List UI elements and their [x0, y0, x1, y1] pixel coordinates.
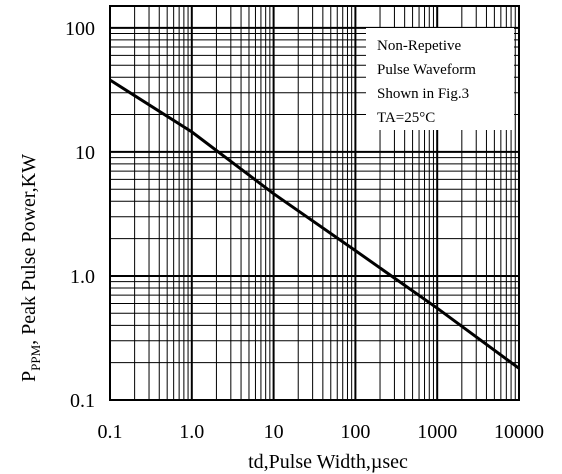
x-tick-label: 10	[264, 421, 284, 443]
series-layer	[109, 78, 520, 370]
y-tick-label: 0.1	[70, 390, 95, 412]
x-tick-label: 10000	[494, 421, 544, 443]
x-tick-label: 100	[340, 421, 370, 443]
y-axis-label-rest: , Peak Pulse Power,KW	[18, 154, 40, 345]
plot-frame	[109, 5, 520, 401]
x-tick-labels: 0.1 1.0 10 100 1000 10000	[98, 421, 545, 443]
minor-gridlines	[110, 6, 519, 400]
y-axis-label: PPPM, Peak Pulse Power,KW	[18, 154, 43, 382]
y-tick-label: 1.0	[70, 266, 95, 288]
legend-background	[366, 28, 514, 130]
legend-line-4: TA=25°C	[377, 110, 435, 126]
x-tick-label: 1.0	[179, 421, 204, 443]
legend-line-2: Pulse Waveform	[377, 62, 476, 78]
y-tick-label: 100	[65, 18, 95, 40]
legend-box: Non-Repetive Pulse Waveform Shown in Fig…	[366, 28, 514, 130]
x-tick-label: 0.1	[98, 421, 123, 443]
legend-line-3: Shown in Fig.3	[377, 86, 469, 102]
legend-line-1: Non-Repetive	[377, 38, 461, 54]
series-line-1	[109, 78, 520, 370]
x-tick-label: 1000	[417, 421, 457, 443]
y-axis-label-subscript: PPM	[28, 344, 43, 370]
x-axis-label: td,Pulse Width,µsec	[248, 451, 408, 473]
y-axis-label-main: P	[18, 371, 40, 382]
y-tick-labels: 0.1 1.0 10 100	[65, 18, 95, 412]
y-tick-label: 10	[75, 142, 95, 164]
